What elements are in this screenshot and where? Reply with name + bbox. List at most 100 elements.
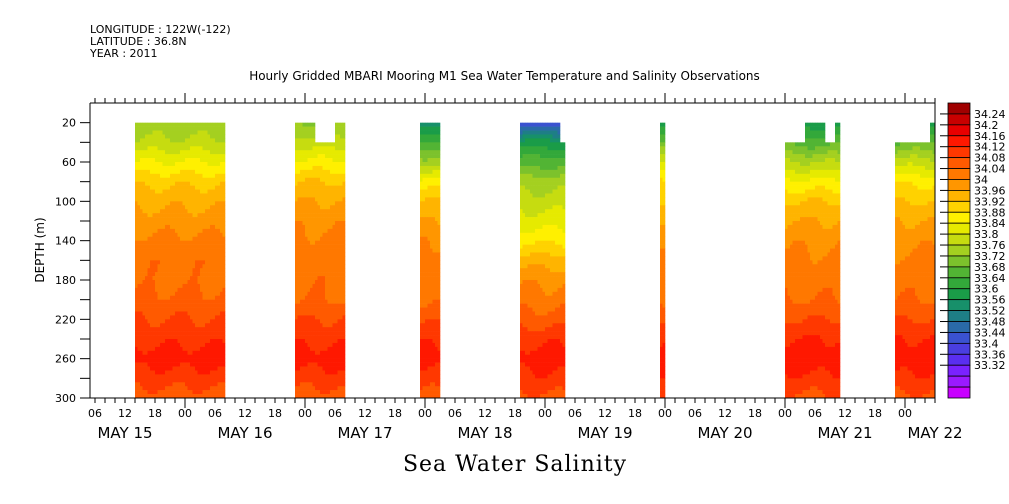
data-cell	[522, 339, 526, 344]
data-cell	[200, 154, 203, 159]
data-cell	[530, 315, 533, 320]
data-cell	[202, 162, 206, 167]
data-cell	[202, 260, 206, 265]
data-cell	[195, 299, 198, 304]
data-cell	[320, 323, 323, 328]
data-cell	[422, 342, 426, 348]
data-cell	[535, 331, 538, 336]
data-cell	[212, 346, 216, 352]
data-cell	[522, 213, 526, 218]
data-cell	[315, 240, 318, 245]
data-cell	[200, 350, 203, 356]
data-cell	[535, 323, 538, 328]
data-cell	[307, 335, 311, 340]
data-cell	[180, 327, 183, 332]
data-cell	[137, 244, 141, 249]
data-cell	[335, 307, 338, 312]
data-cell	[522, 146, 526, 151]
data-cell	[150, 205, 153, 210]
data-cell	[337, 390, 341, 395]
data-cell	[175, 323, 178, 328]
data-cell	[142, 280, 146, 285]
data-cell	[312, 232, 316, 238]
data-cell	[432, 370, 436, 375]
data-cell	[195, 268, 198, 273]
data-cell	[212, 162, 216, 167]
data-cell	[537, 130, 541, 135]
data-cell	[432, 177, 436, 182]
data-cell	[172, 130, 176, 135]
data-cell	[135, 169, 138, 175]
data-cell	[317, 169, 321, 175]
data-cell	[335, 236, 338, 241]
data-cell	[422, 311, 426, 316]
data-cell	[147, 331, 151, 336]
data-cell	[182, 130, 186, 135]
data-cell	[157, 386, 161, 391]
data-cell	[530, 280, 533, 285]
data-cell	[530, 217, 533, 222]
data-cell	[220, 154, 223, 159]
data-cell	[210, 335, 213, 340]
data-cell	[142, 173, 146, 179]
data-cell	[530, 221, 533, 226]
data-cell	[335, 185, 338, 190]
data-cell	[437, 189, 441, 194]
data-cell	[435, 280, 438, 285]
data-cell	[185, 370, 188, 375]
data-cell	[177, 165, 181, 171]
data-cell	[205, 122, 208, 127]
data-cell	[207, 236, 211, 241]
data-cell	[420, 201, 423, 206]
data-cell	[422, 323, 426, 328]
data-cell	[302, 382, 306, 387]
data-cell	[215, 173, 218, 179]
data-cell	[190, 311, 193, 316]
data-cell	[155, 370, 158, 375]
data-cell	[180, 252, 183, 257]
data-cell	[165, 193, 168, 198]
data-cell	[215, 272, 218, 277]
data-cell	[307, 362, 311, 367]
data-cell	[537, 260, 541, 265]
data-cell	[152, 217, 156, 222]
data-cell	[532, 181, 536, 186]
data-cell	[137, 311, 141, 316]
data-cell	[432, 390, 436, 395]
data-cell	[152, 205, 156, 210]
data-cell	[332, 264, 336, 269]
data-cell	[180, 232, 183, 238]
data-cell	[437, 268, 441, 273]
data-cell	[140, 150, 143, 155]
data-cell	[527, 142, 531, 147]
data-cell	[335, 122, 338, 127]
data-cell	[197, 185, 201, 190]
data-cell	[142, 197, 146, 202]
data-cell	[147, 335, 151, 340]
data-cell	[187, 390, 191, 395]
data-cell	[207, 138, 211, 143]
data-cell	[217, 209, 221, 214]
data-cell	[317, 342, 321, 348]
data-cell	[535, 224, 538, 230]
data-cell	[220, 350, 223, 356]
data-cell	[310, 177, 313, 182]
data-cell	[157, 185, 161, 190]
data-cell	[320, 335, 323, 340]
data-cell	[170, 264, 173, 269]
data-cell	[165, 217, 168, 222]
data-cell	[327, 358, 331, 363]
data-cell	[337, 150, 341, 155]
data-cell	[437, 181, 441, 186]
data-cell	[140, 130, 143, 135]
data-cell	[335, 394, 338, 399]
data-cell	[212, 138, 216, 143]
data-cell	[295, 217, 298, 222]
data-cell	[437, 154, 441, 159]
data-cell	[427, 374, 431, 379]
data-cell	[180, 350, 183, 356]
data-cell	[527, 268, 531, 273]
data-cell	[342, 146, 346, 151]
data-cell	[175, 295, 178, 300]
data-cell	[520, 150, 523, 155]
